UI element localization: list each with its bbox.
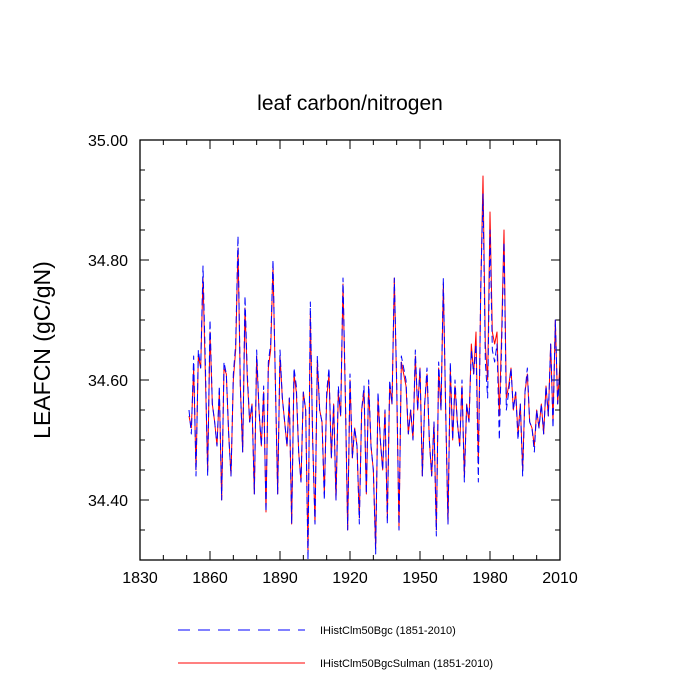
y-tick-label: 34.40 bbox=[88, 493, 128, 510]
x-tick-label: 1890 bbox=[262, 570, 298, 587]
series-lines bbox=[188, 175, 561, 561]
y-tick-label: 34.60 bbox=[88, 373, 128, 390]
legend-label: IHistClm50Bgc (1851-2010) bbox=[320, 625, 456, 637]
series-line-bgc bbox=[188, 193, 561, 561]
y-axis-label: LEAFCN (gC/gN) bbox=[29, 261, 55, 439]
legend: IHistClm50Bgc (1851-2010) IHistClm50BgcSu… bbox=[178, 625, 493, 670]
y-tick-label: 35.00 bbox=[88, 133, 128, 150]
tick-labels: 1830 1860 1890 1920 1950 1980 2010 34.40 34.60 34… bbox=[88, 133, 578, 587]
x-tick-label: 1860 bbox=[192, 570, 228, 587]
series-line-sulman bbox=[188, 175, 561, 555]
x-tick-label: 1980 bbox=[472, 570, 508, 587]
x-tick-label: 1950 bbox=[402, 570, 438, 587]
x-tick-label: 1920 bbox=[332, 570, 368, 587]
plot-frame bbox=[139, 139, 561, 561]
x-tick-label: 1830 bbox=[122, 570, 158, 587]
x-tick-label: 2010 bbox=[542, 570, 578, 587]
legend-label: IHistClm50BgcSulman (1851-2010) bbox=[320, 658, 493, 670]
chart-title: leaf carbon/nitrogen bbox=[257, 92, 443, 115]
y-tick-label: 34.80 bbox=[88, 253, 128, 270]
